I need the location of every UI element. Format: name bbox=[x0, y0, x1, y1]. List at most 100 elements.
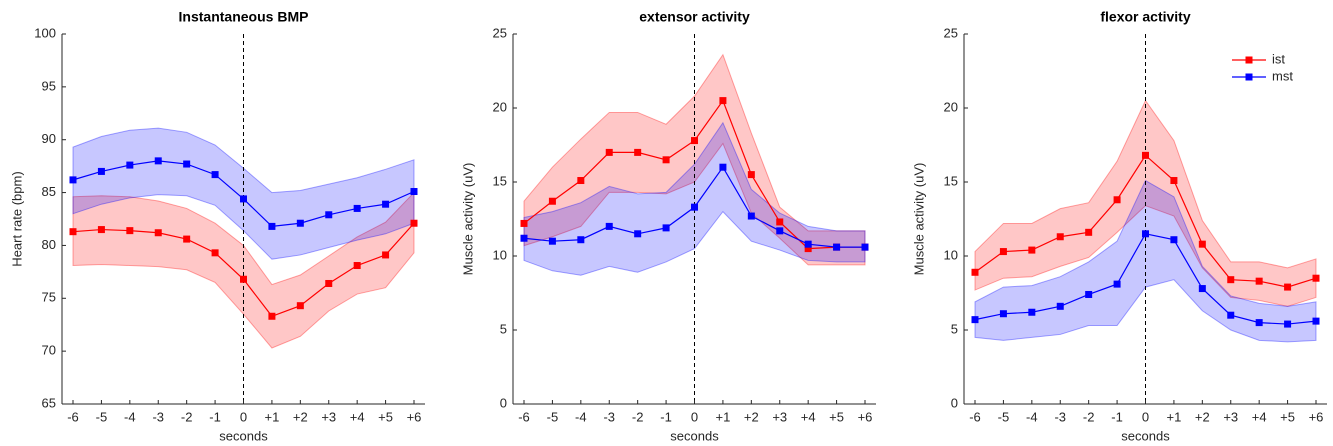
marker bbox=[97, 167, 105, 175]
marker bbox=[605, 148, 613, 156]
x-tick-label: +2 bbox=[1195, 409, 1210, 424]
x-tick-label: -3 bbox=[152, 409, 164, 424]
x-tick-label: +3 bbox=[772, 409, 787, 424]
marker bbox=[268, 222, 276, 230]
x-tick-label: +1 bbox=[716, 409, 731, 424]
marker bbox=[1142, 230, 1149, 238]
marker bbox=[1312, 274, 1320, 282]
x-tick-label: -4 bbox=[124, 409, 136, 424]
y-tick-label: 95 bbox=[42, 78, 56, 93]
marker bbox=[662, 156, 670, 164]
x-tick-label: +6 bbox=[1309, 409, 1324, 424]
marker bbox=[971, 316, 979, 324]
y-tick-label: 80 bbox=[42, 237, 56, 252]
marker bbox=[183, 235, 191, 243]
y-tick-label: 5 bbox=[500, 321, 507, 336]
marker bbox=[577, 236, 585, 244]
x-tick-label: +2 bbox=[293, 409, 308, 424]
x-tick-label: +2 bbox=[744, 409, 759, 424]
marker bbox=[1255, 277, 1263, 285]
marker bbox=[240, 275, 247, 283]
y-tick-label: 25 bbox=[493, 25, 507, 40]
error-band bbox=[523, 121, 866, 276]
marker bbox=[548, 197, 556, 205]
marker bbox=[240, 195, 247, 203]
y-tick-label: 65 bbox=[42, 395, 56, 410]
subplot-title: Instantaneous BMP bbox=[179, 9, 309, 25]
marker bbox=[183, 160, 191, 168]
marker bbox=[211, 171, 219, 179]
x-tick-label: -2 bbox=[632, 409, 644, 424]
x-tick-label: -4 bbox=[575, 409, 587, 424]
marker bbox=[691, 203, 698, 211]
x-tick-label: -5 bbox=[96, 409, 108, 424]
x-tick-label: +4 bbox=[350, 409, 365, 424]
x-tick-label: -5 bbox=[547, 409, 559, 424]
y-tick-label: 85 bbox=[42, 184, 56, 199]
y-axis-label: Muscle activity (uV) bbox=[911, 163, 926, 276]
marker bbox=[605, 222, 613, 230]
x-tick-label: -3 bbox=[603, 409, 615, 424]
y-tick-label: 0 bbox=[951, 395, 958, 410]
x-axis-label: seconds bbox=[1121, 428, 1170, 443]
legend-label: mst bbox=[1272, 68, 1293, 83]
y-axis-label: Heart rate (bpm) bbox=[9, 171, 24, 266]
x-tick-label: +5 bbox=[378, 409, 393, 424]
y-tick-label: 20 bbox=[944, 99, 958, 114]
marker bbox=[268, 312, 276, 320]
x-tick-label: -1 bbox=[660, 409, 672, 424]
x-tick-label: +3 bbox=[321, 409, 336, 424]
marker bbox=[126, 227, 134, 235]
marker bbox=[325, 211, 333, 219]
marker bbox=[1198, 240, 1206, 248]
y-tick-label: 5 bbox=[951, 321, 958, 336]
marker bbox=[776, 227, 784, 235]
y-tick-label: 10 bbox=[944, 247, 958, 262]
subplot: Instantaneous BMP seconds Heart rate (bpm)… bbox=[9, 9, 425, 443]
marker bbox=[1227, 276, 1235, 284]
marker bbox=[747, 212, 755, 220]
marker bbox=[804, 240, 812, 248]
marker bbox=[776, 218, 784, 226]
marker bbox=[353, 262, 361, 270]
marker bbox=[1113, 280, 1121, 288]
x-tick-label: -1 bbox=[1111, 409, 1123, 424]
marker bbox=[69, 176, 77, 184]
marker bbox=[691, 137, 698, 145]
y-tick-label: 10 bbox=[493, 247, 507, 262]
y-tick-label: 25 bbox=[944, 25, 958, 40]
x-tick-label: -3 bbox=[1054, 409, 1066, 424]
marker bbox=[1312, 317, 1320, 325]
x-tick-label: -2 bbox=[1083, 409, 1095, 424]
x-tick-label: 0 bbox=[240, 409, 247, 424]
marker bbox=[382, 200, 390, 208]
marker bbox=[1028, 246, 1036, 254]
marker bbox=[325, 279, 333, 287]
y-tick-label: 90 bbox=[42, 131, 56, 146]
x-tick-label: +6 bbox=[858, 409, 873, 424]
marker bbox=[353, 204, 361, 212]
marker bbox=[634, 148, 642, 156]
x-tick-label: -1 bbox=[209, 409, 221, 424]
marker bbox=[97, 226, 105, 234]
marker bbox=[154, 229, 162, 237]
marker bbox=[1170, 177, 1178, 185]
marker bbox=[1284, 283, 1292, 291]
marker bbox=[1142, 151, 1149, 159]
marker bbox=[1056, 233, 1064, 241]
marker bbox=[548, 237, 556, 245]
y-axis-label: Muscle activity (uV) bbox=[460, 163, 475, 276]
marker bbox=[861, 243, 869, 251]
marker bbox=[1284, 320, 1292, 328]
marker bbox=[1198, 285, 1206, 293]
x-tick-label: +5 bbox=[829, 409, 844, 424]
marker bbox=[999, 310, 1007, 318]
x-tick-label: +6 bbox=[407, 409, 422, 424]
x-tick-label: +4 bbox=[1252, 409, 1267, 424]
marker bbox=[520, 219, 528, 227]
subplot-title: extensor activity bbox=[639, 9, 750, 25]
legend-marker bbox=[1245, 73, 1253, 81]
x-tick-label: +3 bbox=[1223, 409, 1238, 424]
y-tick-label: 15 bbox=[944, 173, 958, 188]
x-tick-label: +1 bbox=[265, 409, 280, 424]
